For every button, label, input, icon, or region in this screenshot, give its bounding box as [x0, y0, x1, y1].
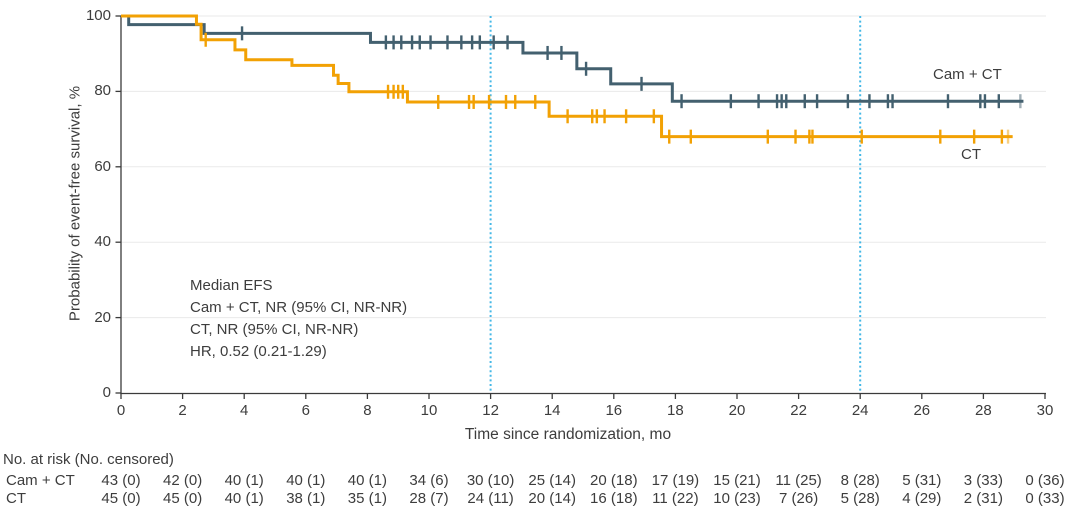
y-tick-label-40: 40 [94, 233, 111, 251]
x-tick-label-20: 20 [728, 402, 746, 419]
risk-cell-cam-ct-18mo: 17 (19) [651, 472, 700, 489]
ct-survival-curve [121, 14, 1013, 139]
risk-cell-cam-ct-28mo: 3 (33) [963, 472, 1003, 489]
x-tick-label-30: 30 [1036, 402, 1054, 419]
y-tick-label-60: 60 [94, 157, 111, 175]
risk-cell-cam-ct-26mo: 5 (31) [902, 472, 942, 489]
risk-cell-cam-ct-2mo: 42 (0) [163, 472, 203, 489]
x-tick-label-18: 18 [667, 402, 684, 419]
risk-row-label-ct: CT [6, 490, 26, 507]
x-tick-label-16: 16 [605, 402, 623, 419]
risk-cell-ct-22mo: 7 (26) [779, 490, 819, 507]
risk-cell-ct-0mo: 45 (0) [101, 490, 141, 507]
risk-cell-ct-14mo: 20 (14) [528, 490, 576, 507]
risk-cell-ct-12mo: 24 (11) [467, 490, 514, 507]
risk-cell-cam-ct-22mo: 11 (25) [775, 472, 822, 489]
x-tick-label-12: 12 [482, 402, 499, 419]
risk-cell-ct-4mo: 40 (1) [224, 490, 264, 507]
x-tick-label-2: 2 [178, 402, 187, 419]
risk-cell-cam-ct-20mo: 15 (21) [713, 472, 761, 489]
risk-cell-cam-ct-16mo: 20 (18) [590, 472, 638, 489]
risk-cell-ct-20mo: 10 (23) [713, 490, 761, 507]
risk-cell-ct-28mo: 2 (31) [963, 490, 1003, 507]
risk-cell-cam-ct-12mo: 30 (10) [466, 472, 515, 489]
x-tick-label-26: 26 [913, 402, 931, 419]
y-tick-label-80: 80 [94, 82, 111, 100]
risk-cell-cam-ct-6mo: 40 (1) [286, 472, 326, 489]
risk-cell-ct-30mo: 0 (33) [1025, 490, 1065, 507]
risk-cell-ct-24mo: 5 (28) [840, 490, 880, 507]
risk-cell-cam-ct-10mo: 34 (6) [409, 472, 449, 489]
x-axis-title: Time since randomization, mo [464, 426, 672, 443]
x-tick-label-10: 10 [420, 402, 438, 419]
y-tick-label-100: 100 [85, 7, 111, 24]
risk-cell-cam-ct-30mo: 0 (36) [1025, 472, 1065, 489]
risk-cell-cam-ct-24mo: 8 (28) [840, 472, 880, 489]
risk-cell-ct-26mo: 4 (29) [902, 490, 942, 507]
annotation-line-ct: CT, NR (95% CI, NR-NR) [190, 321, 359, 338]
risk-cell-cam-ct-8mo: 40 (1) [347, 472, 387, 489]
x-tick-label-6: 6 [301, 402, 310, 419]
x-tick-label-8: 8 [363, 402, 372, 419]
risk-table-header: No. at risk (No. censored) [3, 451, 174, 468]
risk-cell-cam-ct-4mo: 40 (1) [224, 472, 264, 489]
risk-cell-cam-ct-0mo: 43 (0) [101, 472, 141, 489]
risk-row-label-cam-ct: Cam + CT [6, 472, 75, 489]
risk-cell-ct-10mo: 28 (7) [409, 490, 449, 507]
median-efs-annotation: Median EFS Cam + CT, NR (95% CI, NR-NR) … [190, 275, 407, 363]
risk-cell-ct-8mo: 35 (1) [347, 490, 387, 507]
risk-cell-ct-18mo: 11 (22) [652, 490, 699, 507]
y-tick-label-0: 0 [102, 384, 111, 401]
x-tick-label-0: 0 [116, 402, 126, 419]
x-tick-label-4: 4 [240, 402, 249, 419]
x-tick-label-28: 28 [975, 402, 992, 419]
risk-cell-ct-6mo: 38 (1) [286, 490, 326, 507]
x-tick-label-14: 14 [543, 402, 561, 419]
risk-cell-ct-16mo: 16 (18) [590, 490, 638, 507]
annotation-line-cam-ct: Cam + CT, NR (95% CI, NR-NR) [190, 299, 408, 316]
x-tick-label-24: 24 [851, 402, 869, 419]
annotation-line-median-efs: Median EFS [190, 277, 273, 294]
risk-cell-cam-ct-14mo: 25 (14) [528, 472, 576, 489]
y-tick-label-20: 20 [94, 308, 111, 326]
annotation-line-hr: HR, 0.52 (0.21-1.29) [190, 343, 327, 360]
curve-label-ct: CT [961, 146, 981, 163]
x-tick-label-22: 22 [790, 402, 807, 419]
y-axis-title: Probability of event-free survival, % [66, 85, 84, 322]
curve-label-cam-ct: Cam + CT [933, 66, 1002, 83]
risk-cell-ct-2mo: 45 (0) [163, 490, 203, 507]
